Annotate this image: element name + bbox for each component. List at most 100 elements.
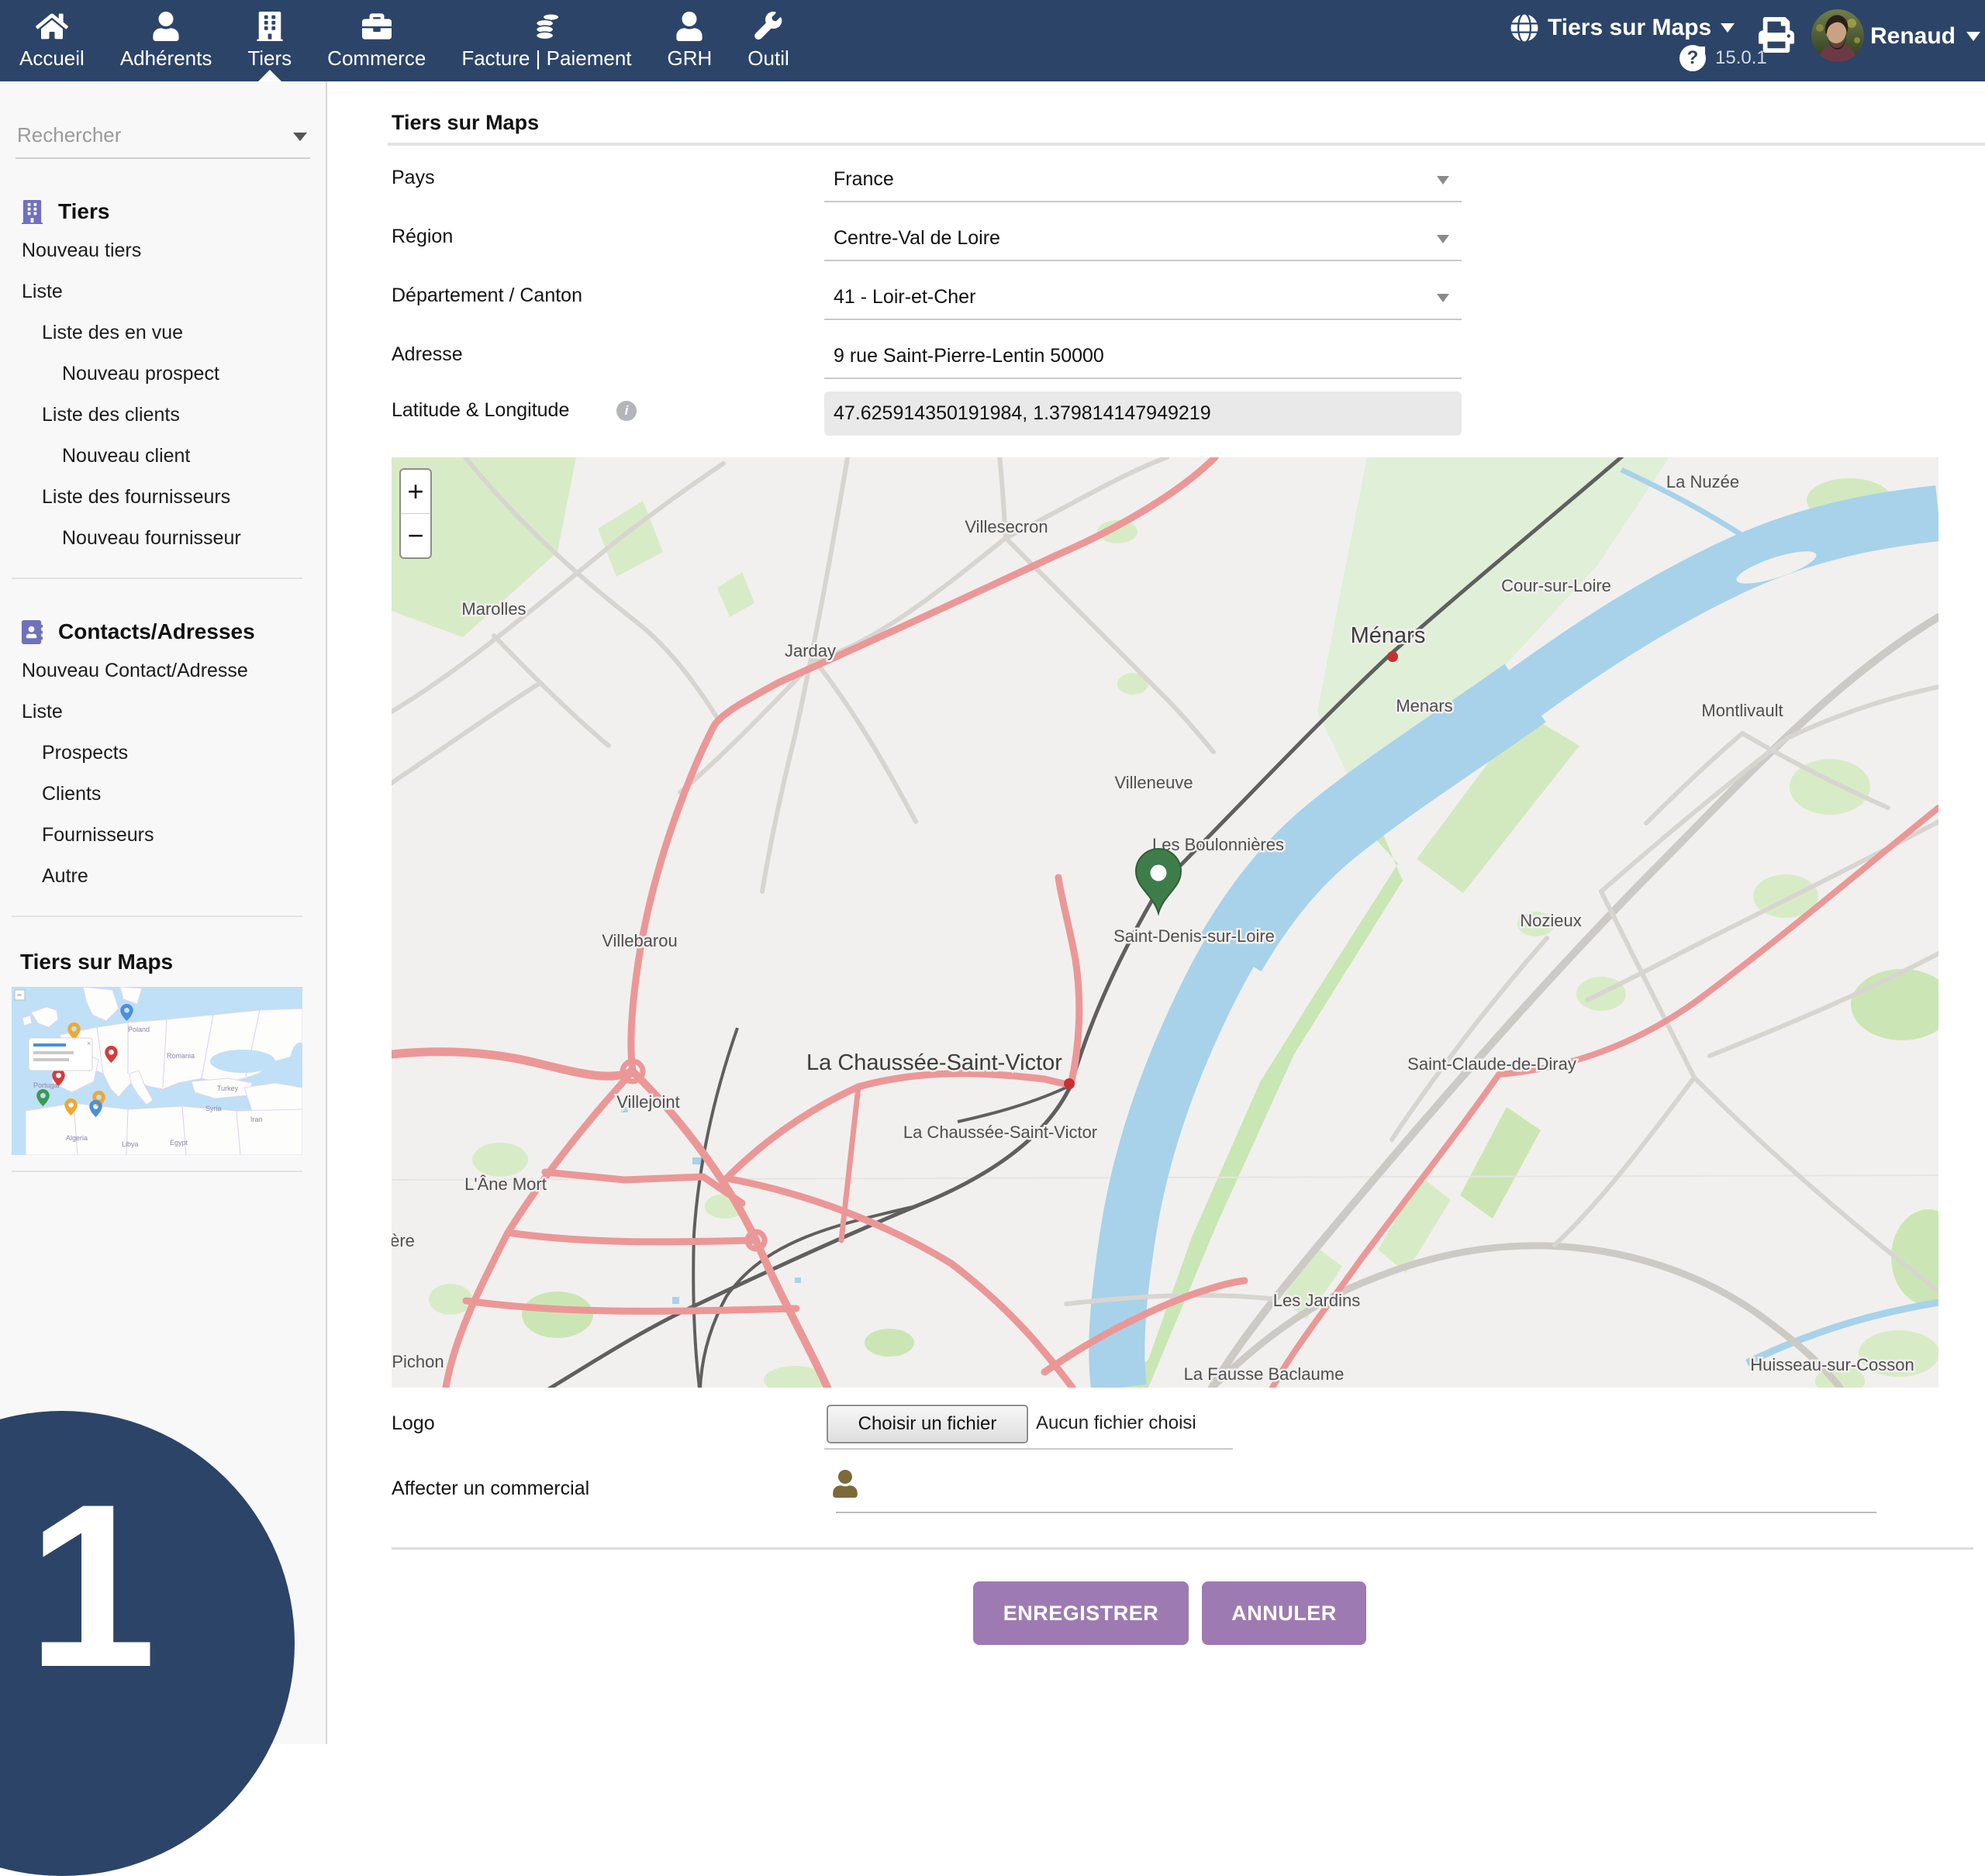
field-label: Adresse	[392, 343, 463, 366]
svg-text:Iran: Iran	[250, 1116, 263, 1123]
field-departement-canton[interactable]: 41 - Loir-et-Cher	[824, 277, 1462, 320]
map-place-label: Huisseau-sur-Cosson	[1750, 1355, 1914, 1374]
sidebar-item-nouveau-client[interactable]: Nouveau client	[0, 436, 326, 477]
sidebar-item-prospects[interactable]: Prospects	[0, 733, 326, 774]
version-label: 15.0.1	[1715, 47, 1767, 69]
maps-thumbnail[interactable]: PolandRomania TurkeyPortugal AlgeriaLiby…	[12, 987, 302, 1155]
field-value: France	[824, 159, 1462, 199]
sidebar-item-nouveau-contact-adresse[interactable]: Nouveau Contact/Adresse	[0, 650, 326, 691]
home-icon	[36, 12, 68, 41]
map-place-label: Pichon	[392, 1352, 444, 1371]
chevron-down-icon	[1437, 176, 1449, 184]
map-place-label: Villebarou	[602, 931, 677, 950]
field-region[interactable]: Centre-Val de Loire	[824, 218, 1462, 261]
map-place-label: La Nuzée	[1666, 472, 1739, 491]
sidebar-item-fournisseurs[interactable]: Fournisseurs	[0, 815, 326, 856]
form-row-pays: Pays France	[392, 159, 1469, 209]
sidebar-item-nouveau-prospect[interactable]: Nouveau prospect	[0, 353, 326, 395]
logo-label: Logo	[392, 1412, 435, 1435]
maps-widget: Tiers sur Maps	[0, 950, 326, 1155]
nav-item-adherents[interactable]: Adhérents	[102, 0, 230, 81]
nav-item-outil[interactable]: Outil	[730, 0, 806, 81]
wrench-icon	[752, 12, 785, 41]
chevron-down-icon[interactable]	[293, 133, 307, 141]
field-latitude-longitude: 47.625914350191984, 1.379814147949219	[824, 391, 1462, 436]
coins-icon	[530, 12, 563, 41]
context-menu-tiers-sur-maps[interactable]: Tiers sur Maps	[1510, 8, 1735, 48]
map-place-label: Nozieux	[1520, 911, 1581, 930]
chevron-down-icon	[1721, 23, 1735, 33]
map-place-label: La Fausse Baclaume	[1184, 1364, 1345, 1384]
nav-item-facture-paiement[interactable]: Facture | Paiement	[444, 0, 649, 81]
section-title: Tiers	[58, 199, 109, 224]
chevron-down-icon	[1437, 294, 1449, 302]
field-adresse[interactable]: 9 rue Saint-Pierre-Lentin 50000	[824, 336, 1462, 379]
page-title: Tiers sur Maps	[392, 111, 539, 135]
top-navbar: Accueil Adhérents Tiers Commerce Facture | P…	[0, 0, 1985, 81]
zoom-in-button[interactable]: +	[401, 470, 430, 513]
zoom-out-button[interactable]: −	[401, 513, 430, 557]
field-value: 41 - Loir-et-Cher	[824, 277, 1462, 317]
field-label: Région	[392, 226, 453, 248]
svg-text:Syria: Syria	[205, 1105, 222, 1112]
sidebar-item-nouveau-fournisseur[interactable]: Nouveau fournisseur	[0, 518, 326, 559]
save-button[interactable]: ENREGISTRER	[973, 1581, 1189, 1645]
sidebar-item-liste-des-en-vue[interactable]: Liste des en vue	[0, 312, 326, 353]
help-icon[interactable]: ?	[1679, 45, 1706, 71]
form-row-adresse: Adresse 9 rue Saint-Pierre-Lentin 50000	[392, 336, 1469, 385]
sidebar-item-liste[interactable]: Liste	[0, 271, 326, 312]
building-icon	[20, 200, 44, 224]
map-place-label: La Chaussée-Saint-Victor	[806, 1050, 1062, 1075]
divider	[824, 1448, 1233, 1450]
building-icon	[254, 12, 286, 41]
divider	[12, 578, 302, 579]
sidebar-sections: TiersNouveau tiersListeListe des en vueN…	[0, 199, 326, 917]
addressbook-icon	[20, 620, 44, 644]
sidebar-section-tiers: Tiers	[20, 199, 326, 224]
avatar[interactable]	[1811, 9, 1864, 62]
sidebar-item-clients[interactable]: Clients	[0, 774, 326, 815]
user-icon	[831, 1470, 859, 1498]
svg-text:Romania: Romania	[167, 1052, 195, 1060]
svg-text:Libya: Libya	[122, 1140, 139, 1148]
help-version: ? 15.0.1	[1679, 45, 1767, 71]
map-place-label: Villejoint	[616, 1092, 680, 1112]
nav-item-tiers[interactable]: Tiers	[230, 0, 309, 81]
map-place-label: Cour-sur-Loire	[1501, 576, 1611, 595]
user-menu[interactable]: Renaud	[1870, 19, 1980, 53]
map-place-label: Saint-Denis-sur-Loire	[1113, 926, 1275, 946]
map-place-label: Les Boulonnières	[1152, 835, 1284, 854]
svg-text:Turkey: Turkey	[217, 1085, 239, 1092]
nav-item-commerce[interactable]: Commerce	[309, 0, 444, 81]
svg-text:Algeria: Algeria	[66, 1134, 88, 1142]
map-place-label: Jarday	[785, 641, 836, 660]
map-place-label: Marolles	[461, 599, 526, 619]
field-label: Département / Canton	[392, 285, 582, 307]
cancel-button[interactable]: ANNULER	[1202, 1581, 1366, 1645]
page: Accueil Adhérents Tiers Commerce Facture | P…	[0, 0, 1985, 1744]
nav-item-accueil[interactable]: Accueil	[2, 0, 102, 81]
nav-item-label: Commerce	[327, 47, 426, 71]
map-place-label: Les Jardins	[1273, 1291, 1361, 1310]
commercial-label: Affecter un commercial	[392, 1478, 589, 1500]
maps-widget-title: Tiers sur Maps	[20, 950, 326, 974]
choose-file-button[interactable]: Choisir un fichier	[827, 1405, 1028, 1443]
sidebar-item-nouveau-tiers[interactable]: Nouveau tiers	[0, 230, 326, 271]
sidebar-item-autre[interactable]: Autre	[0, 856, 326, 897]
nav-item-grh[interactable]: GRH	[650, 0, 730, 81]
field-label: Pays	[392, 167, 435, 189]
nav-item-label: Outil	[747, 47, 789, 71]
nav-item-label: Adhérents	[120, 47, 212, 71]
map-canvas[interactable]: VillesecronMarollesJardayLa NuzéeCour-su…	[392, 457, 1938, 1388]
search-input[interactable]	[16, 116, 313, 152]
map-zoom-control: + −	[399, 468, 432, 559]
field-pays[interactable]: France	[824, 159, 1462, 202]
sidebar-item-liste-des-fournisseurs[interactable]: Liste des fournisseurs	[0, 477, 326, 518]
map-place-label: Saint-Claude-de-Diray	[1407, 1054, 1576, 1074]
map-place-label: L'Âne Mort	[464, 1174, 547, 1194]
field-value: 47.625914350191984, 1.379814147949219	[824, 391, 1462, 436]
nav-item-label: Accueil	[19, 47, 85, 71]
sidebar-item-liste-des-clients[interactable]: Liste des clients	[0, 395, 326, 436]
sidebar-item-liste[interactable]: Liste	[0, 691, 326, 733]
commercial-input[interactable]	[836, 1512, 1876, 1513]
